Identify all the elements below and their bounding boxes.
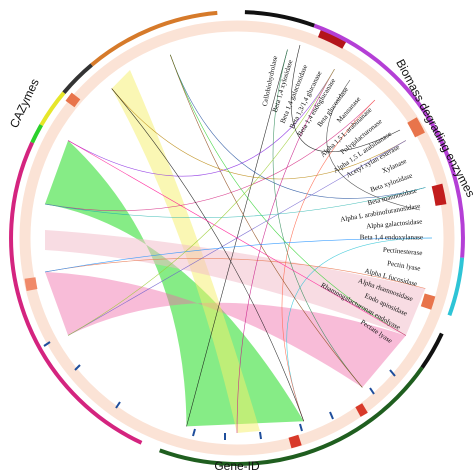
gene-mark <box>329 411 334 420</box>
gene-marks <box>43 341 396 440</box>
gene-mark <box>74 364 81 371</box>
chord <box>67 68 335 336</box>
segment <box>313 23 465 258</box>
enzyme-label: Pectin lyase <box>387 259 422 273</box>
chord <box>170 54 426 199</box>
ring-mark <box>24 277 38 292</box>
chord <box>44 99 376 212</box>
gene-mark <box>115 401 121 409</box>
gene-mark <box>299 423 303 432</box>
ring-mark <box>407 117 425 138</box>
ring-mark <box>355 403 368 417</box>
chord <box>67 68 335 177</box>
chord <box>326 79 421 211</box>
enzyme-label: Xylanase <box>381 157 408 175</box>
chord-fan <box>45 230 426 336</box>
chord-fan <box>45 271 406 388</box>
chord <box>281 99 376 422</box>
ring-mark <box>317 26 348 49</box>
gene-mark <box>369 387 375 395</box>
outer-ring <box>9 10 465 466</box>
chord <box>111 88 407 180</box>
chord <box>290 44 401 153</box>
gene-mark <box>192 428 196 437</box>
chord <box>286 237 433 422</box>
chord <box>44 257 426 289</box>
gene-mark <box>43 341 51 347</box>
segment <box>90 10 218 67</box>
segment <box>420 332 444 369</box>
chord <box>170 54 363 388</box>
segment <box>30 124 44 144</box>
gene-mark <box>259 431 262 440</box>
ring-mark <box>420 293 436 310</box>
inner-ring <box>19 20 455 456</box>
enzyme-label: Pectinesterase <box>383 246 423 257</box>
segment <box>244 10 315 28</box>
bottom-title: Gene-ID <box>214 459 260 473</box>
ring-mark <box>431 183 447 206</box>
segment <box>39 91 66 127</box>
segment <box>9 141 143 445</box>
gene-mark <box>389 369 396 377</box>
chord <box>44 187 426 219</box>
chords <box>44 44 433 434</box>
chord <box>170 54 407 336</box>
enzyme-label: Beta 1,4 endoxylanase <box>360 233 423 241</box>
ring-mark <box>288 434 302 449</box>
chord-fan <box>45 140 304 427</box>
segment <box>447 257 465 316</box>
enzyme-label: Alpha galactosidase <box>366 218 423 231</box>
inner-ring-marks <box>24 26 447 449</box>
chord <box>67 140 407 336</box>
chord <box>44 237 433 273</box>
chord <box>272 49 363 388</box>
ring-mark <box>65 92 81 108</box>
segment <box>62 63 93 94</box>
chord <box>111 88 304 422</box>
left-title: CAZymes <box>7 76 42 130</box>
segment <box>159 366 424 466</box>
